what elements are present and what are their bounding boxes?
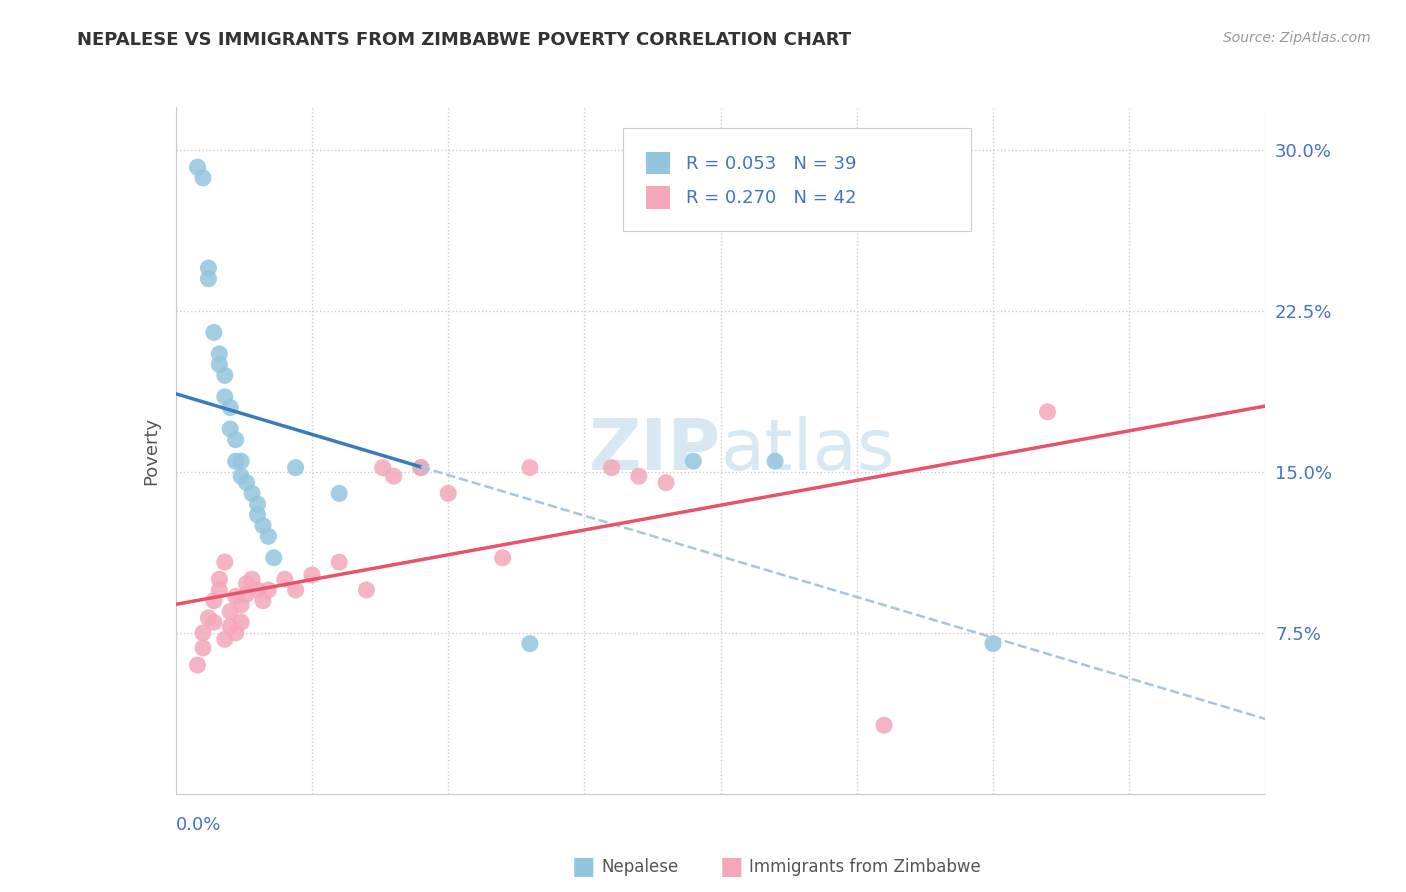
Point bbox=[274, 572, 297, 586]
Point bbox=[208, 347, 231, 361]
Text: ZIP: ZIP bbox=[588, 416, 721, 485]
Point bbox=[519, 637, 541, 651]
Point bbox=[519, 460, 541, 475]
Point bbox=[202, 593, 225, 607]
Y-axis label: Poverty: Poverty bbox=[142, 417, 160, 484]
Point bbox=[214, 368, 236, 383]
Point bbox=[225, 454, 247, 468]
Point bbox=[246, 497, 269, 511]
Point bbox=[257, 582, 280, 597]
Point bbox=[301, 568, 323, 582]
Point bbox=[208, 572, 231, 586]
Text: atlas: atlas bbox=[721, 416, 896, 485]
Point bbox=[231, 598, 253, 612]
Point bbox=[492, 550, 515, 565]
Point bbox=[214, 632, 236, 647]
Point bbox=[263, 550, 285, 565]
Point bbox=[981, 637, 1004, 651]
Point bbox=[214, 555, 236, 569]
Point bbox=[240, 486, 263, 500]
Text: ■: ■ bbox=[720, 855, 742, 879]
Point bbox=[235, 587, 257, 601]
Point bbox=[186, 160, 209, 174]
Text: NEPALESE VS IMMIGRANTS FROM ZIMBABWE POVERTY CORRELATION CHART: NEPALESE VS IMMIGRANTS FROM ZIMBABWE POV… bbox=[77, 31, 852, 49]
Point bbox=[252, 518, 274, 533]
Point bbox=[328, 555, 350, 569]
Point bbox=[655, 475, 678, 490]
Point bbox=[873, 718, 896, 732]
Point bbox=[763, 454, 786, 468]
Text: R = 0.053   N = 39: R = 0.053 N = 39 bbox=[686, 155, 856, 173]
Point bbox=[437, 486, 460, 500]
Point bbox=[682, 454, 704, 468]
Point bbox=[371, 460, 394, 475]
Point bbox=[214, 390, 236, 404]
FancyBboxPatch shape bbox=[647, 152, 671, 174]
Point bbox=[202, 615, 225, 630]
Point bbox=[208, 582, 231, 597]
Point bbox=[231, 615, 253, 630]
Point bbox=[231, 469, 253, 483]
Point bbox=[219, 604, 242, 618]
Point bbox=[328, 486, 350, 500]
Point bbox=[240, 572, 263, 586]
Text: Nepalese: Nepalese bbox=[602, 858, 679, 876]
Point bbox=[356, 582, 378, 597]
Point bbox=[246, 582, 269, 597]
Text: 0.0%: 0.0% bbox=[176, 816, 221, 834]
Point bbox=[197, 271, 219, 285]
Text: R = 0.270   N = 42: R = 0.270 N = 42 bbox=[686, 189, 856, 207]
Point bbox=[246, 508, 269, 522]
Point bbox=[225, 433, 247, 447]
Text: Source: ZipAtlas.com: Source: ZipAtlas.com bbox=[1223, 31, 1371, 45]
Point bbox=[202, 326, 225, 340]
Point bbox=[191, 626, 214, 640]
Point bbox=[284, 582, 307, 597]
Point bbox=[225, 626, 247, 640]
Point bbox=[219, 422, 242, 436]
Point bbox=[219, 619, 242, 633]
Point bbox=[409, 460, 432, 475]
Point bbox=[252, 593, 274, 607]
Point bbox=[191, 640, 214, 655]
Point bbox=[600, 460, 623, 475]
Point bbox=[627, 469, 650, 483]
Point bbox=[1036, 405, 1059, 419]
Point bbox=[208, 358, 231, 372]
Point bbox=[231, 454, 253, 468]
Point bbox=[197, 260, 219, 275]
Text: Immigrants from Zimbabwe: Immigrants from Zimbabwe bbox=[749, 858, 981, 876]
Point bbox=[191, 170, 214, 185]
Point bbox=[235, 576, 257, 591]
Point bbox=[284, 460, 307, 475]
Point bbox=[225, 590, 247, 604]
FancyBboxPatch shape bbox=[647, 186, 671, 209]
Point bbox=[409, 460, 432, 475]
Point bbox=[235, 475, 257, 490]
Text: ■: ■ bbox=[572, 855, 595, 879]
FancyBboxPatch shape bbox=[623, 128, 972, 231]
Point bbox=[257, 529, 280, 543]
Point bbox=[197, 611, 219, 625]
Point bbox=[382, 469, 405, 483]
Point bbox=[186, 658, 209, 673]
Point bbox=[219, 401, 242, 415]
